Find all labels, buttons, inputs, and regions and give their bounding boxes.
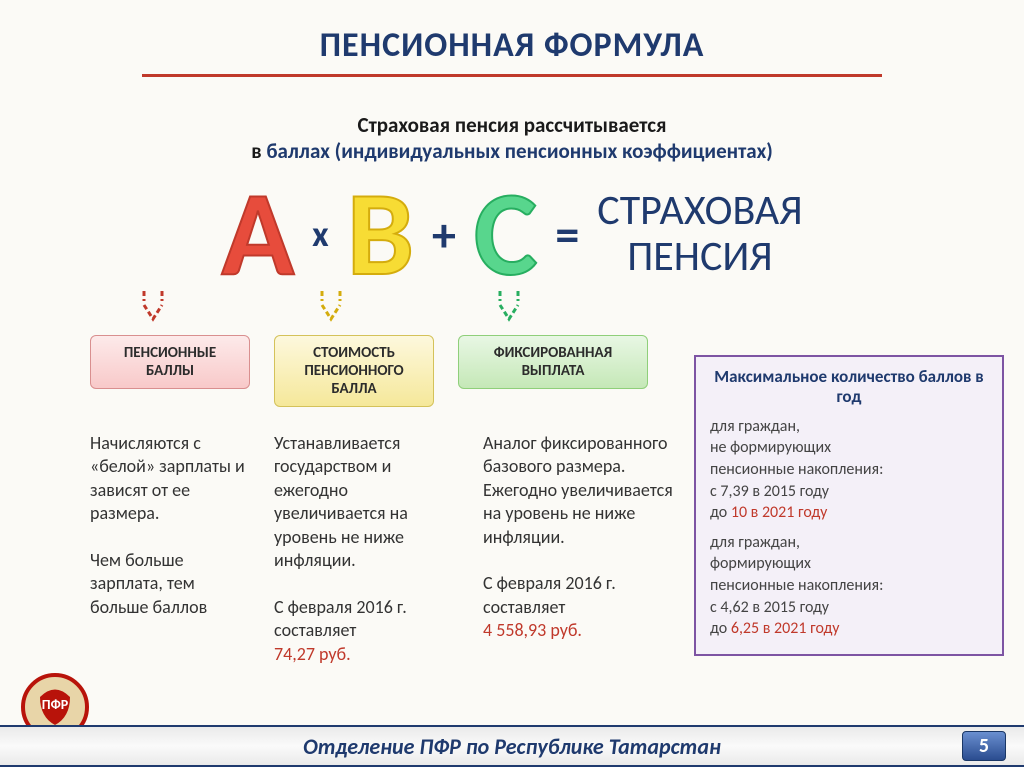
desc-b: Устанавливается государством и ежегодно …	[274, 432, 459, 666]
info-g1-c: пенсионные накопления:	[710, 460, 883, 479]
operator-plus: +	[432, 205, 456, 264]
subtitle: Страховая пенсия рассчитывается в баллах…	[0, 112, 1024, 164]
formula-row: A x B + C = СТРАХОВАЯ ПЕНСИЯ	[0, 174, 1024, 294]
desc-c-hl: 4 558,93 руб.	[483, 619, 582, 641]
info-g1-d: с 7,39 в 2015 году	[710, 482, 829, 501]
desc-b-hl: 74,27 руб.	[274, 643, 351, 665]
subtitle-line1: Страховая пенсия рассчитывается	[357, 112, 666, 138]
desc-c-p2: С февраля 2016 г. составляет	[483, 572, 616, 617]
formula-result: СТРАХОВАЯ ПЕНСИЯ	[597, 188, 802, 280]
info-g2-a: для граждан,	[710, 533, 800, 552]
info-g2-c: пенсионные накопления:	[710, 576, 883, 595]
info-g1-e-hl: 10 в 2021 году	[731, 503, 828, 522]
info-g1-b: не формирующих	[710, 438, 831, 457]
desc-a: Начисляются с «белой» зарплаты и зависят…	[90, 432, 250, 666]
desc-a-p1: Начисляются с «белой» зарплаты и зависят…	[90, 432, 245, 524]
desc-c-p1: Аналог фиксированного базового размера. …	[483, 432, 673, 548]
result-line2: ПЕНСИЯ	[627, 231, 772, 282]
operator-multiply: x	[312, 212, 329, 256]
desc-a-p2: Чем больше зарплата, тем больше баллов	[90, 549, 207, 618]
desc-c: Аналог фиксированного базового размера. …	[483, 432, 683, 666]
info-g1-a: для граждан,	[710, 417, 800, 436]
page-title: ПЕНСИОННАЯ ФОРМУЛА	[0, 25, 1024, 66]
desc-b-p2: С февраля 2016 г. составляет	[274, 596, 407, 641]
info-group-2: для граждан, формирующих пенсионные нако…	[710, 532, 988, 640]
arrow-down-c	[494, 289, 524, 327]
label-fixed-payment: ФИКСИРОВАННАЯ ВЫПЛАТА	[458, 335, 648, 389]
info-group-1: для граждан, не формирующих пенсионные н…	[710, 416, 988, 524]
header: ПЕНСИОННАЯ ФОРМУЛА	[0, 0, 1024, 77]
info-box-title: Максимальное количество баллов в год	[710, 367, 988, 408]
arrow-down-b	[316, 289, 346, 327]
footer-text: Отделение ПФР по Республике Татарстан	[303, 733, 721, 760]
info-g1-e-pre: до	[710, 503, 731, 522]
operator-equals: =	[555, 205, 579, 264]
footer-bar: Отделение ПФР по Республике Татарстан	[0, 725, 1024, 767]
info-g2-d: с 4,62 в 2015 году	[710, 598, 829, 617]
info-g2-e-hl: 6,25 в 2021 году	[731, 619, 840, 638]
label-point-cost: СТОИМОСТЬ ПЕНСИОННОГО БАЛЛА	[274, 335, 434, 407]
label-pension-points: ПЕНСИОННЫЕ БАЛЛЫ	[90, 335, 250, 389]
info-g2-e-pre: до	[710, 619, 731, 638]
formula-letter-a: A	[221, 174, 294, 294]
svg-text:ПФР: ПФР	[42, 696, 69, 713]
info-g2-b: формирующих	[710, 554, 811, 573]
arrow-down-a	[138, 289, 168, 327]
result-line1: СТРАХОВАЯ	[597, 185, 802, 236]
info-box-max-points: Максимальное количество баллов в год для…	[694, 355, 1004, 656]
arrows-row	[0, 289, 1024, 327]
desc-b-p1: Устанавливается государством и ежегодно …	[274, 432, 408, 571]
formula-letter-b: B	[347, 174, 414, 294]
formula-letter-c: C	[474, 174, 538, 294]
title-underline	[142, 74, 882, 77]
page-number: 5	[962, 731, 1006, 761]
